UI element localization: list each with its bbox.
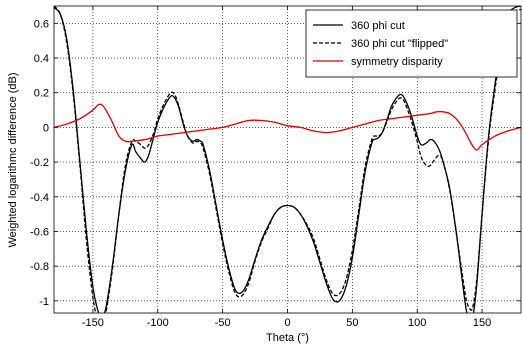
x-tick-label: 0 [284, 317, 290, 329]
series-line-0 [54, 6, 521, 313]
x-tick-label: 50 [346, 317, 358, 329]
series-line-2 [54, 103, 521, 151]
x-tick-label: -100 [147, 317, 169, 329]
x-tick-label: 100 [408, 317, 426, 329]
y-tick-label: -1 [39, 296, 49, 308]
legend-label-1: 360 phi cut "flipped" [351, 38, 448, 50]
y-tick-label: -0.6 [30, 226, 49, 238]
y-axis-label: Weighted logarithmc difference (dB) [7, 72, 19, 247]
grid-lines [54, 6, 521, 313]
series-layer [54, 6, 521, 313]
x-tick-labels: -150 -100 -50 0 50 100 150 [82, 317, 491, 329]
ticks [54, 6, 521, 313]
y-tick-label: -0.2 [30, 157, 49, 169]
y-tick-label: 0 [43, 122, 49, 134]
y-tick-label: -0.4 [30, 192, 49, 204]
legend-box [305, 9, 518, 78]
legend: 360 phi cut 360 phi cut "flipped" symmetry… [305, 9, 518, 78]
x-tick-label: 150 [473, 317, 491, 329]
y-tick-label: 0.4 [34, 53, 49, 65]
y-tick-label: 0.6 [34, 18, 49, 30]
x-tick-label: -50 [215, 317, 231, 329]
legend-label-2: symmetry disparity [351, 56, 443, 68]
y-tick-label: -0.8 [30, 261, 49, 273]
legend-label-0: 360 phi cut [351, 20, 405, 32]
x-axis-label: Theta (°) [266, 332, 309, 344]
x-tick-label: -150 [82, 317, 104, 329]
y-tick-labels: -1 -0.8 -0.6 -0.4 -0.2 0 0.2 0.4 0.6 [30, 18, 49, 308]
y-tick-label: 0.2 [34, 88, 49, 100]
